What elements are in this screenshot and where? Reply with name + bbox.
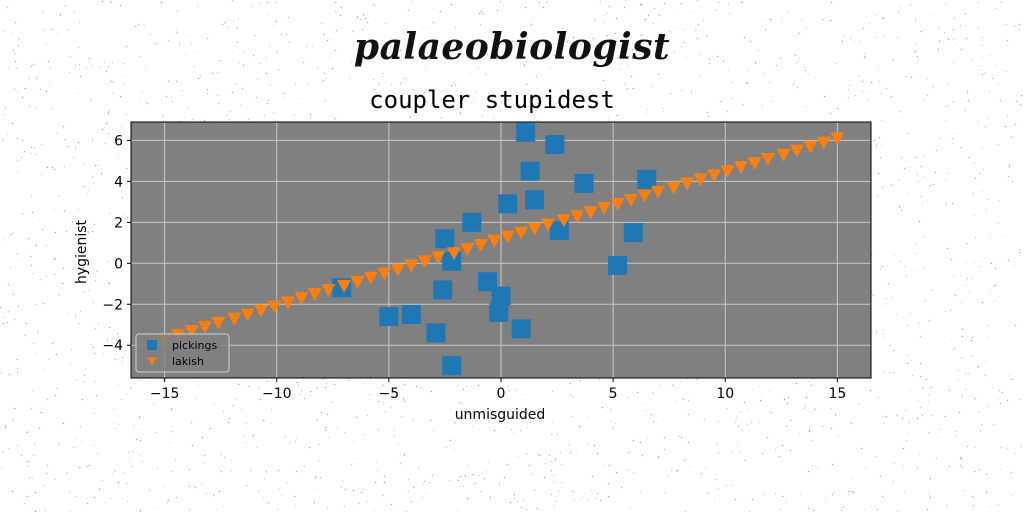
data-point-square (608, 255, 628, 275)
data-point-triangle (583, 206, 598, 220)
legend-marker-square (147, 340, 157, 350)
data-point-square (442, 251, 462, 271)
data-point-square (379, 307, 399, 327)
series-lakish (157, 132, 845, 347)
y-tick-label: 4 (114, 174, 123, 190)
data-point-triangle (390, 263, 405, 277)
data-point-square (511, 319, 531, 339)
x-tick-label: 10 (716, 386, 734, 402)
figure-suptitle: palaeobiologist (353, 26, 671, 68)
legend-box (135, 333, 230, 373)
data-point-triangle (307, 288, 322, 302)
data-point-triangle (680, 177, 695, 191)
x-axis-label: unmisguided (455, 407, 546, 423)
series-layer (157, 122, 845, 376)
legend-label: pickings (172, 339, 217, 352)
legend-marker-triangle (147, 357, 157, 366)
data-point-triangle (184, 325, 199, 338)
data-point-triangle (514, 226, 529, 240)
data-point-square (637, 169, 657, 189)
data-point-triangle (733, 161, 748, 175)
data-point-square (435, 229, 455, 249)
data-point-triangle (720, 165, 735, 179)
x-tick-label: 0 (497, 386, 506, 402)
y-tick-label: −2 (102, 297, 123, 313)
data-point-triangle (790, 144, 804, 158)
data-point-square (478, 272, 498, 292)
data-point-square (520, 161, 540, 181)
x-tick-label: −5 (379, 386, 400, 402)
x-tick-label: −10 (262, 386, 292, 402)
data-point-triangle (337, 279, 352, 293)
x-tick-label: −15 (150, 386, 180, 402)
data-point-triangle (363, 271, 378, 285)
data-point-triangle (747, 157, 762, 170)
chart-title: coupler stupidest (369, 86, 615, 114)
y-tick-label: 0 (114, 256, 123, 272)
data-point-triangle (527, 222, 542, 236)
data-point-triangle (198, 320, 212, 334)
data-point-triangle (760, 152, 775, 166)
data-point-triangle (541, 218, 556, 232)
data-point-triangle (417, 255, 432, 269)
data-point-triangle (460, 243, 475, 256)
data-point-square (401, 305, 421, 325)
data-point-square (549, 221, 569, 241)
legend-label: lakish (172, 355, 204, 368)
data-point-square (433, 280, 453, 300)
y-tick-label: 2 (114, 215, 123, 231)
data-point-triangle (666, 181, 681, 195)
data-point-triangle (254, 304, 269, 318)
data-point-triangle (830, 132, 845, 146)
data-point-triangle (294, 292, 309, 306)
data-point-square (426, 323, 446, 343)
data-point-triangle (211, 316, 226, 330)
data-point-square (574, 173, 594, 193)
data-point-triangle (650, 185, 665, 199)
y-axis-label: hygienist (74, 219, 90, 284)
data-point-triangle (816, 136, 831, 150)
data-point-triangle (637, 189, 652, 203)
data-point-triangle (473, 239, 488, 252)
data-point-triangle (803, 140, 818, 154)
data-point-square (442, 356, 462, 376)
data-point-triangle (624, 193, 639, 207)
data-point-triangle (227, 312, 242, 326)
data-point-triangle (431, 251, 446, 265)
data-point-triangle (597, 202, 612, 216)
data-point-square (498, 194, 518, 214)
data-point-square (462, 212, 482, 232)
data-point-triangle (500, 230, 515, 244)
data-point-triangle (267, 300, 282, 314)
chart-legend: pickings lakish (135, 333, 230, 373)
data-point-triangle (240, 308, 255, 322)
data-point-square (545, 135, 565, 155)
data-point-triangle (610, 198, 625, 211)
data-point-square (525, 190, 545, 210)
data-point-square (491, 286, 511, 306)
data-point-triangle (693, 173, 708, 187)
y-tick-label: 6 (114, 133, 123, 149)
data-point-triangle (321, 284, 336, 297)
data-point-square (623, 223, 643, 243)
data-point-triangle (707, 169, 722, 183)
data-point-triangle (377, 267, 392, 281)
data-point-triangle (776, 148, 791, 162)
y-tick-label: −4 (102, 338, 123, 354)
axis-ticks: −15 −10 −5 0 5 10 15 −4 −2 0 2 4 6 (102, 133, 846, 402)
x-tick-label: 5 (609, 386, 618, 402)
data-point-square (489, 302, 509, 322)
data-point-triangle (446, 247, 461, 261)
data-point-triangle (280, 296, 295, 310)
data-point-triangle (350, 275, 365, 289)
series-pickings (332, 122, 657, 376)
data-point-triangle (487, 234, 502, 248)
data-point-square (516, 122, 536, 142)
data-point-triangle (570, 210, 585, 224)
x-tick-label: 15 (828, 386, 846, 402)
data-point-triangle (556, 214, 571, 228)
data-point-triangle (404, 259, 419, 273)
